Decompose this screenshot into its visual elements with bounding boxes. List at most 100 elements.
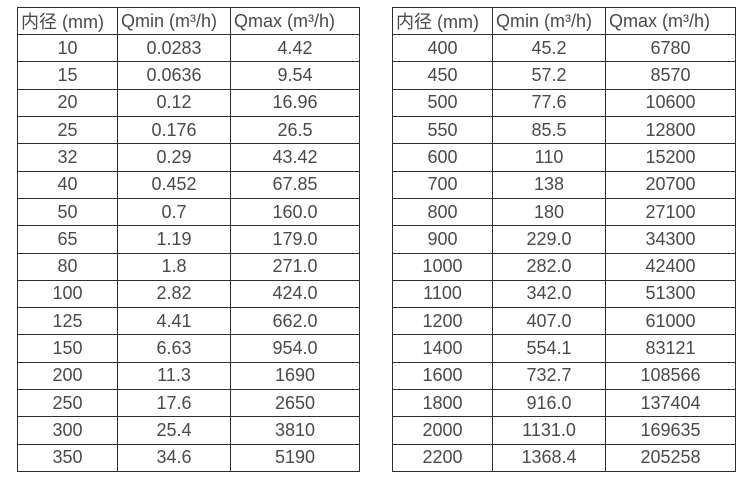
table-cell: 1.19: [117, 225, 231, 254]
table-row: 1400 554.1 83121: [392, 334, 736, 363]
table-row: 250 17.6 2650: [17, 389, 360, 418]
table-cell: 450: [392, 61, 493, 90]
table-cell: 20700: [605, 170, 736, 199]
table-cell: 6.63: [117, 334, 231, 363]
table-cell: 500: [392, 88, 493, 117]
table-cell: 229.0: [492, 225, 606, 254]
table-row: 20 0.12 16.96: [17, 88, 360, 117]
table-cell: 954.0: [230, 334, 360, 363]
table-row: 1600 732.7 108566: [392, 361, 736, 391]
table-row: 550 85.5 12800: [392, 115, 736, 145]
table-cell: 1100: [392, 279, 493, 309]
table-cell: 8570: [605, 61, 736, 90]
table-cell: 2200: [392, 443, 493, 473]
table-row: 32 0.29 43.42: [17, 143, 360, 172]
table-row: 40 0.452 67.85: [17, 170, 360, 199]
table-row: 600 110 15200: [392, 143, 736, 172]
table-row: 400 45.2 6780: [392, 33, 736, 63]
table-cell: 800: [392, 197, 493, 227]
table-cell: 554.1: [492, 334, 606, 363]
table-cell: 34300: [605, 225, 736, 254]
table-cell: 407.0: [492, 307, 606, 336]
table-row: 700 138 20700: [392, 170, 736, 199]
table-cell: 11.3: [117, 361, 231, 391]
flow-spec-table-large-diameters: 内径 (mm) Qmin (m³/h) Qmax (m³/h) 400 45.2 6780…: [392, 7, 736, 473]
table-cell: 200: [17, 361, 118, 391]
table-cell: 25: [17, 115, 118, 145]
table-row: 125 4.41 662.0: [17, 307, 360, 336]
table-cell: 77.6: [492, 88, 606, 117]
table-row: 2000 1131.0 169635: [392, 416, 736, 445]
header-row: 内径 (mm) Qmin (m³/h) Qmax (m³/h): [392, 7, 736, 35]
table-cell: 1690: [230, 361, 360, 391]
table-cell: 83121: [605, 334, 736, 363]
table-cell: 342.0: [492, 279, 606, 309]
table-cell: 20: [17, 88, 118, 117]
table-row: 10 0.0283 4.42: [17, 33, 360, 63]
table-row: 80 1.8 271.0: [17, 252, 360, 281]
table-cell: 424.0: [230, 279, 360, 309]
table-cell: 2.82: [117, 279, 231, 309]
table-cell: 1800: [392, 389, 493, 418]
table-cell: 0.12: [117, 88, 231, 117]
flow-spec-table-small-diameters: 内径 (mm) Qmin (m³/h) Qmax (m³/h) 10 0.0283 4.4…: [17, 7, 360, 473]
table-cell: 40: [17, 170, 118, 199]
table-cell: 0.0636: [117, 61, 231, 90]
table-cell: 110: [492, 143, 606, 172]
table-cell: 5190: [230, 443, 360, 473]
table-cell: 42400: [605, 252, 736, 281]
table-cell: 9.54: [230, 61, 360, 90]
column-header: Qmax (m³/h): [605, 7, 736, 35]
table-cell: 138: [492, 170, 606, 199]
table-cell: 150: [17, 334, 118, 363]
table-cell: 0.29: [117, 143, 231, 172]
table-cell: 15200: [605, 143, 736, 172]
table-cell: 26.5: [230, 115, 360, 145]
table-row: 1200 407.0 61000: [392, 307, 736, 336]
table-row: 1100 342.0 51300: [392, 279, 736, 309]
table-cell: 1.8: [117, 252, 231, 281]
table-cell: 250: [17, 389, 118, 418]
table-cell: 300: [17, 416, 118, 445]
table-row: 500 77.6 10600: [392, 88, 736, 117]
table-cell: 12800: [605, 115, 736, 145]
table-cell: 205258: [605, 443, 736, 473]
table-cell: 169635: [605, 416, 736, 445]
table-cell: 6780: [605, 33, 736, 63]
column-header: Qmin (m³/h): [492, 7, 606, 35]
table-cell: 1000: [392, 252, 493, 281]
table-cell: 0.452: [117, 170, 231, 199]
table-cell: 700: [392, 170, 493, 199]
table-cell: 0.176: [117, 115, 231, 145]
column-header: 内径 (mm): [392, 7, 493, 35]
table-cell: 282.0: [492, 252, 606, 281]
table-cell: 25.4: [117, 416, 231, 445]
table-row: 1800 916.0 137404: [392, 389, 736, 418]
table-cell: 34.6: [117, 443, 231, 473]
table-row: 25 0.176 26.5: [17, 115, 360, 145]
table-cell: 61000: [605, 307, 736, 336]
column-header: 内径 (mm): [17, 7, 118, 35]
table-cell: 600: [392, 143, 493, 172]
table-row: 200 11.3 1690: [17, 361, 360, 391]
table-cell: 100: [17, 279, 118, 309]
table-cell: 51300: [605, 279, 736, 309]
table-cell: 65: [17, 225, 118, 254]
table-row: 65 1.19 179.0: [17, 225, 360, 254]
table-cell: 732.7: [492, 361, 606, 391]
table-row: 350 34.6 5190: [17, 443, 360, 473]
table-cell: 67.85: [230, 170, 360, 199]
table-cell: 137404: [605, 389, 736, 418]
table-cell: 1368.4: [492, 443, 606, 473]
table-row: 800 180 27100: [392, 197, 736, 227]
table-cell: 80: [17, 252, 118, 281]
table-cell: 1400: [392, 334, 493, 363]
table-cell: 179.0: [230, 225, 360, 254]
table-cell: 16.96: [230, 88, 360, 117]
table-cell: 85.5: [492, 115, 606, 145]
table-cell: 50: [17, 197, 118, 227]
table-cell: 10600: [605, 88, 736, 117]
column-header: Qmax (m³/h): [230, 7, 360, 35]
table-cell: 4.42: [230, 33, 360, 63]
